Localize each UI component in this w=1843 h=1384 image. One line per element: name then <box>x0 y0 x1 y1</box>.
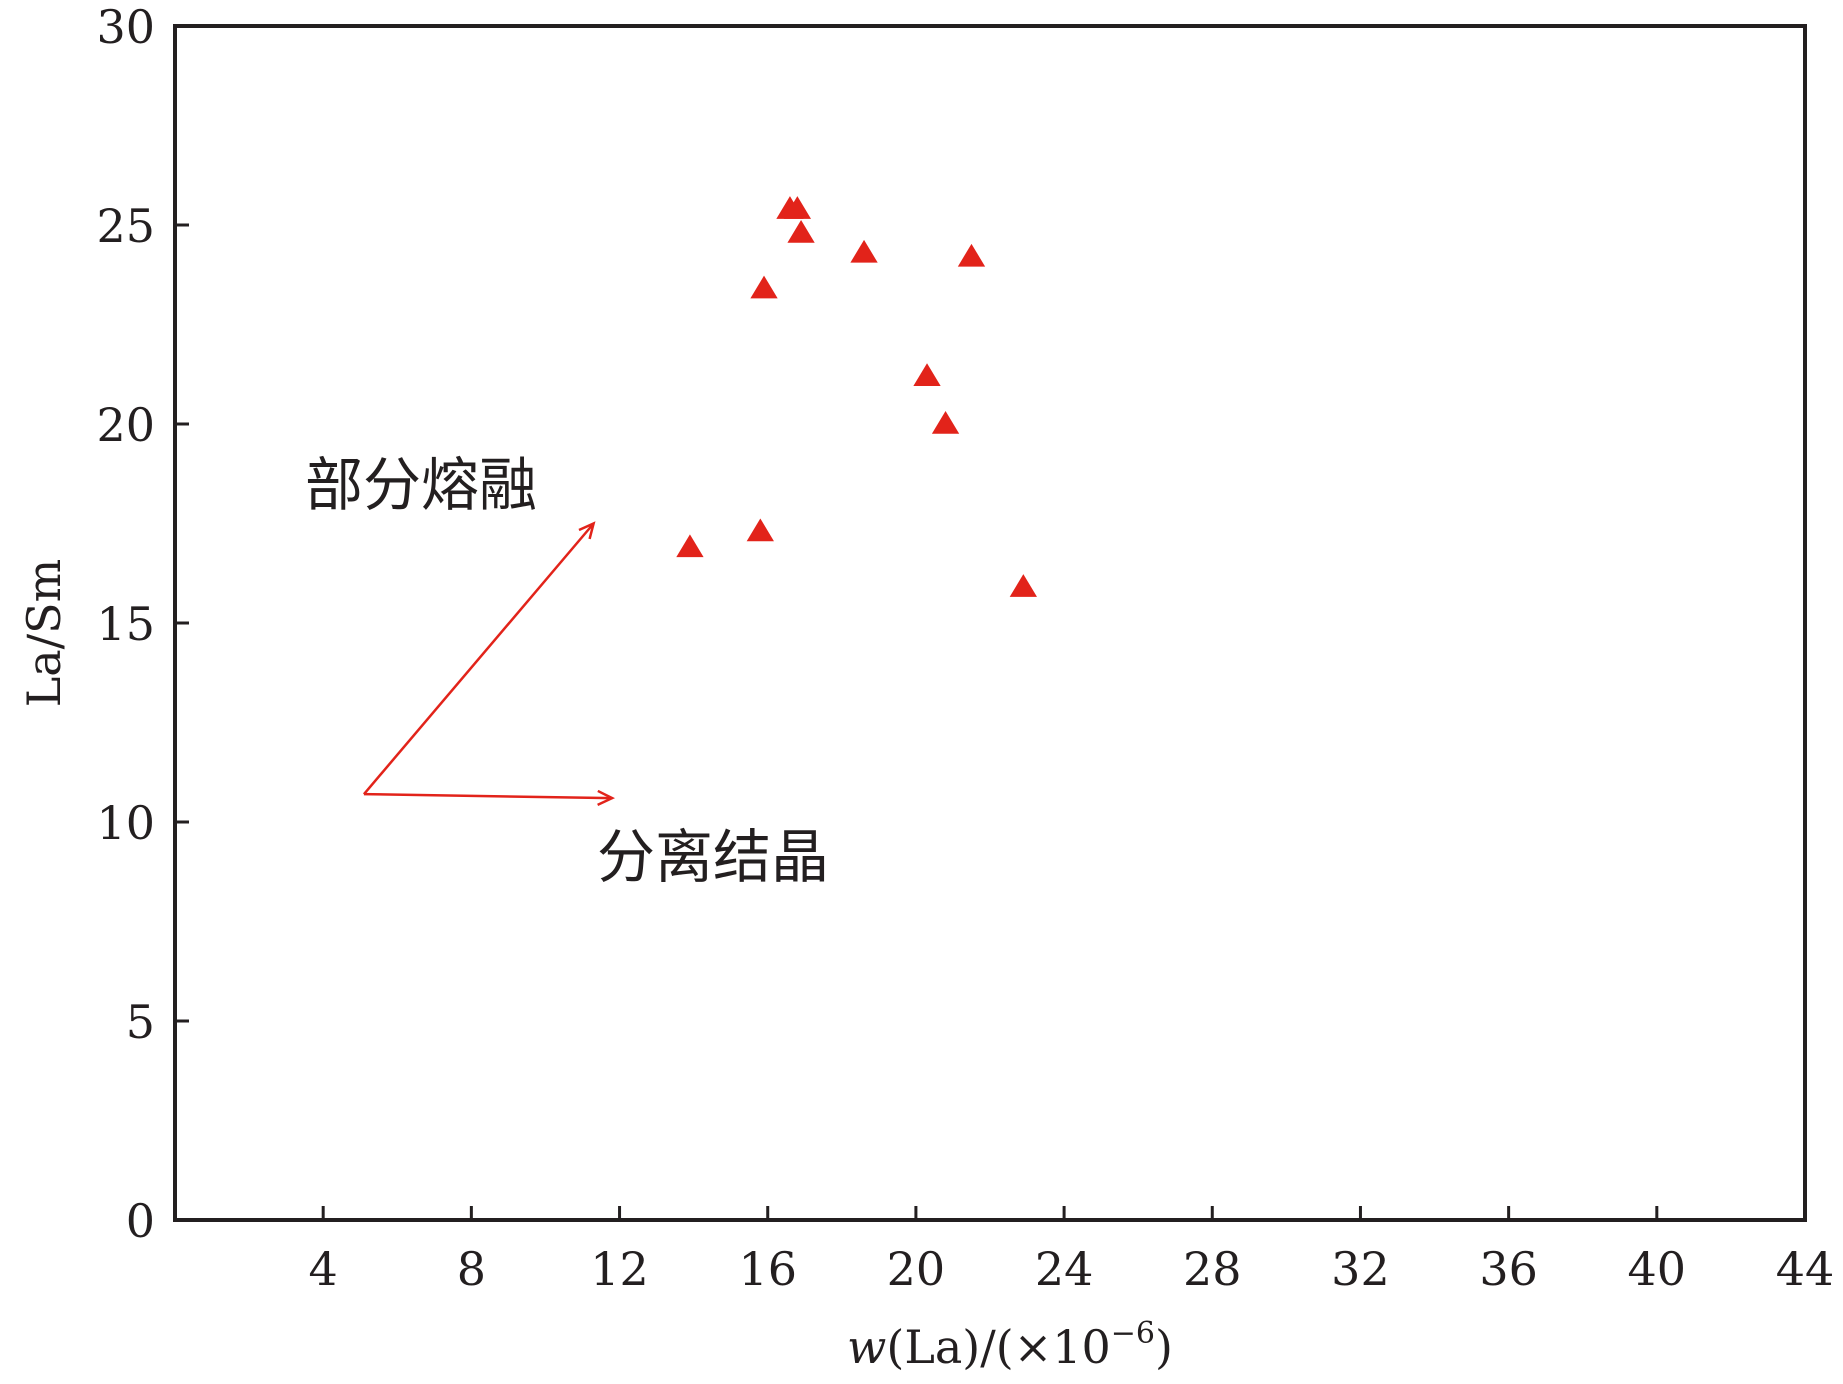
x-tick-label: 20 <box>887 1242 946 1296</box>
y-tick-label: 25 <box>96 199 155 253</box>
annotation-partial-melting: 部分熔融 <box>305 451 537 519</box>
annotation-arrows <box>362 521 616 806</box>
data-point-triangle <box>913 363 941 386</box>
x-axis-title-exponent: −6 <box>1111 1316 1155 1351</box>
y-tick-label: 20 <box>96 398 155 452</box>
x-axis-title-body: (La)/(×10 <box>886 1320 1110 1374</box>
y-tick-label: 5 <box>126 995 155 1049</box>
x-tick-label: 4 <box>309 1242 338 1296</box>
annotation-fractional-crystallization: 分离结晶 <box>597 823 829 891</box>
arrow-fractional-crystallization <box>363 792 613 800</box>
x-tick-label: 36 <box>1479 1242 1538 1296</box>
y-tick-label: 10 <box>96 796 155 850</box>
data-point-triangle <box>746 518 774 542</box>
x-axis-title-close: ) <box>1155 1320 1173 1374</box>
plot-frame <box>173 24 1807 1222</box>
data-point-triangle <box>750 275 778 299</box>
x-axis-title: w(La)/(×10−6) <box>847 1316 1173 1374</box>
x-tick-label: 32 <box>1331 1242 1390 1296</box>
y-tick-label: 30 <box>96 0 155 54</box>
arrow-fractional-crystallization-head <box>597 789 616 806</box>
x-tick-label: 24 <box>1035 1242 1094 1296</box>
data-point-triangle <box>850 239 878 263</box>
x-tick-label: 12 <box>590 1242 649 1296</box>
x-tick-label: 8 <box>457 1242 486 1296</box>
x-tick-label: 44 <box>1776 1242 1835 1296</box>
data-point-triangle <box>676 534 704 558</box>
arrow-partial-melting-head <box>578 521 596 540</box>
x-tick-label: 40 <box>1628 1242 1687 1296</box>
data-point-triangle <box>931 411 960 434</box>
x-tick-label: 16 <box>738 1242 797 1296</box>
data-points <box>676 196 1037 597</box>
x-axis-title-variable: w <box>847 1320 886 1374</box>
x-axis-ticks: 4 8 12 16 20 24 28 32 36 40 44 <box>309 1206 1835 1296</box>
y-tick-label: 15 <box>96 597 155 651</box>
data-point-triangle <box>783 196 812 219</box>
y-axis-ticks: 0 5 10 15 20 25 30 <box>96 0 189 1248</box>
data-point-triangle <box>787 219 815 243</box>
y-axis-title: La/Sm <box>17 559 71 708</box>
data-point-triangle <box>957 243 986 267</box>
y-tick-label: 0 <box>126 1194 155 1248</box>
arrow-partial-melting <box>362 522 595 795</box>
x-tick-label: 28 <box>1183 1242 1242 1296</box>
data-point-triangle <box>1009 574 1037 597</box>
